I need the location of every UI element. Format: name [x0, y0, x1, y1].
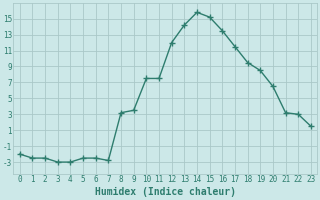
X-axis label: Humidex (Indice chaleur): Humidex (Indice chaleur): [95, 187, 236, 197]
